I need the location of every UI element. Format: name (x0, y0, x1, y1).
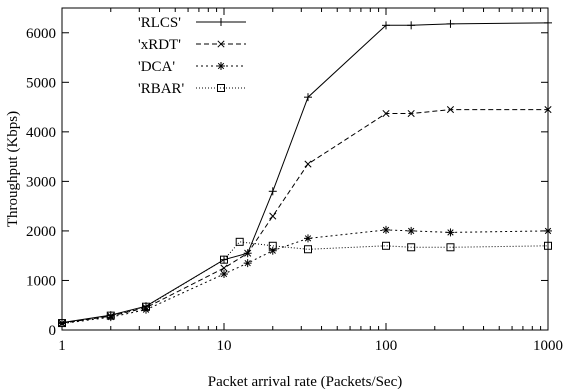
data-point (382, 225, 390, 234)
data-point (382, 109, 390, 118)
data-point (407, 243, 416, 252)
data-point (268, 241, 277, 250)
y-tick-label: 2000 (26, 224, 56, 240)
y-tick-label: 6000 (26, 26, 56, 42)
series-2 (58, 225, 552, 328)
legend-item: 'xRDT' (138, 37, 246, 53)
data-point (382, 21, 390, 30)
data-point (382, 241, 390, 250)
legend-label: 'RLCS' (138, 15, 181, 31)
series-3 (58, 237, 552, 328)
data-point (268, 246, 277, 255)
legend-label: 'xRDT' (138, 37, 181, 53)
series-0 (58, 18, 552, 327)
legend: 'RLCS' 'xRDT' 'DCA' 'RBAR' (138, 15, 246, 97)
data-point (544, 106, 552, 114)
y-tick-label: 3000 (26, 174, 56, 190)
data-point (268, 187, 277, 196)
data-point (220, 264, 228, 272)
y-tick-label: 5000 (26, 75, 56, 91)
legend-item: 'RBAR' (138, 81, 246, 97)
data-point (141, 305, 150, 314)
x-tick-label: 100 (375, 338, 398, 354)
series-line (61, 241, 549, 324)
legend-marker (217, 84, 225, 92)
x-tick-label: 10 (217, 338, 232, 354)
data-point (407, 226, 416, 235)
series-1 (58, 106, 552, 327)
y-tick-label: 1000 (26, 273, 56, 289)
x-tick-label: 1 (58, 338, 66, 354)
data-point (303, 245, 312, 254)
data-point (446, 243, 455, 252)
series-line (61, 229, 549, 325)
legend-marker (217, 40, 225, 48)
data-point (220, 270, 228, 279)
y-tick-label: 0 (49, 323, 57, 339)
data-point (544, 18, 552, 27)
data-point (141, 302, 150, 311)
x-axis-label: Packet arrival rate (Packets/Sec) (208, 374, 403, 390)
x-tick-label: 1000 (533, 338, 563, 354)
legend-item: 'DCA' (138, 59, 246, 75)
data-point (303, 93, 312, 102)
data-point (243, 259, 252, 268)
legend-item: 'RLCS' (138, 15, 246, 31)
legend-marker (217, 18, 225, 26)
data-point (446, 106, 455, 114)
data-point (235, 237, 244, 246)
data-point (220, 255, 228, 264)
legend-label: 'RBAR' (138, 81, 185, 97)
data-point (304, 160, 312, 168)
data-point (244, 249, 252, 257)
data-point (106, 311, 115, 320)
legend-label: 'DCA' (138, 59, 175, 75)
data-point (220, 255, 228, 264)
data-point (446, 228, 455, 237)
plot-frame (61, 7, 549, 331)
series-line (61, 22, 549, 324)
data-point (58, 319, 66, 328)
data-point (303, 234, 312, 243)
axis-ticks: 0 1000 2000 3000 4000 5000 6000 1 10 100 1000 (26, 8, 563, 354)
legend-marker (217, 62, 225, 70)
data-point (544, 241, 552, 250)
data-point (544, 226, 552, 235)
data-point (407, 21, 416, 30)
data-point (269, 212, 277, 220)
data-point (407, 109, 415, 118)
data-point (446, 19, 455, 28)
series-layer (58, 18, 552, 328)
y-axis-label: Throughput (Kbps) (5, 111, 21, 227)
series-line (61, 109, 548, 324)
y-tick-label: 4000 (26, 125, 56, 141)
